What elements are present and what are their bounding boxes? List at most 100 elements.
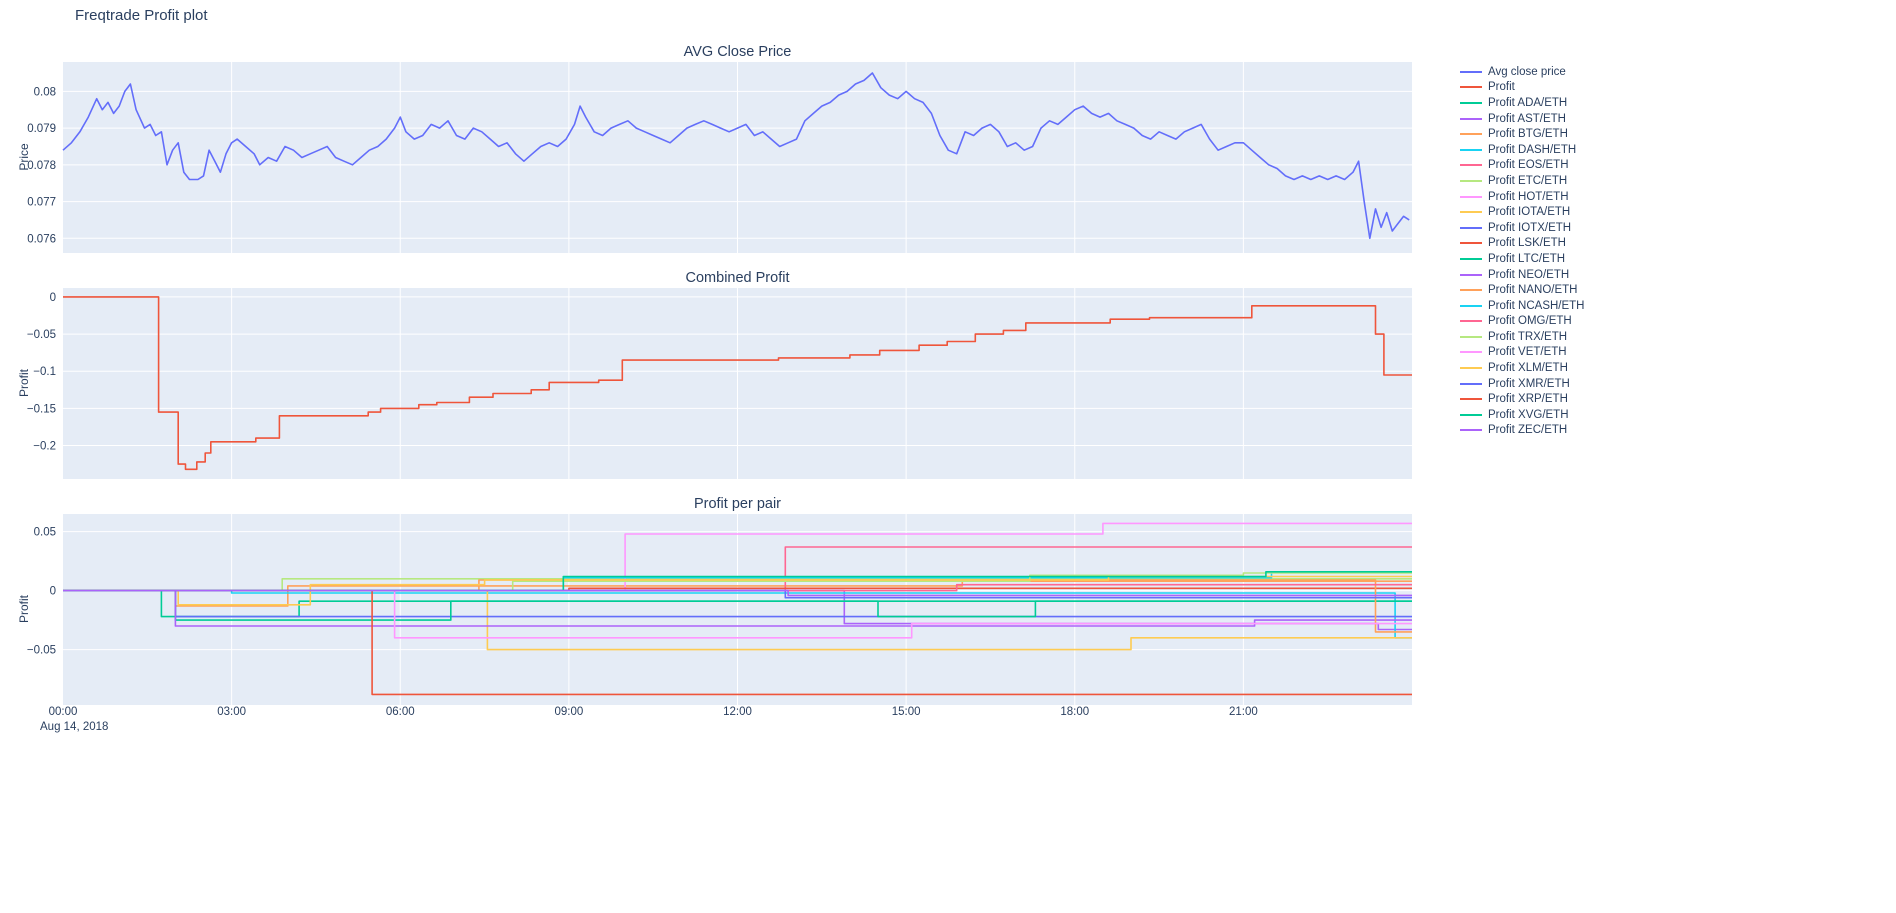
- legend-item[interactable]: Profit NANO/ETH: [1460, 282, 1585, 298]
- figure-title: Freqtrade Profit plot: [75, 7, 208, 24]
- legend-item[interactable]: Profit OMG/ETH: [1460, 314, 1585, 330]
- legend-swatch: [1460, 382, 1482, 385]
- legend-label: Profit NANO/ETH: [1488, 284, 1578, 297]
- legend-item[interactable]: Profit VET/ETH: [1460, 345, 1585, 361]
- legend-swatch: [1460, 289, 1482, 292]
- legend-item[interactable]: Profit XRP/ETH: [1460, 391, 1585, 407]
- legend-label: Profit ZEC/ETH: [1488, 424, 1568, 437]
- legend-label: Avg close price: [1488, 65, 1566, 78]
- profit-per-pair-chart[interactable]: 0.05 0 −0.05: [0, 514, 1460, 705]
- svg-text:0.079: 0.079: [27, 123, 56, 135]
- legend-item[interactable]: Avg close price: [1460, 64, 1585, 80]
- legend-label: Profit: [1488, 81, 1515, 94]
- svg-text:0: 0: [50, 292, 56, 304]
- legend-swatch: [1460, 226, 1482, 229]
- legend-item[interactable]: Profit TRX/ETH: [1460, 329, 1585, 345]
- svg-text:−0.15: −0.15: [27, 403, 56, 415]
- legend-swatch: [1460, 117, 1482, 120]
- y-axis-label-profit-combined: Profit: [17, 369, 31, 398]
- svg-text:−0.2: −0.2: [33, 441, 56, 453]
- x-axis-date-label: Aug 14, 2018: [40, 721, 109, 733]
- subplot-title-profit-per-pair: Profit per pair: [693, 496, 782, 512]
- svg-text:−0.1: −0.1: [33, 366, 56, 378]
- legend-item[interactable]: Profit HOT/ETH: [1460, 189, 1585, 205]
- subplot-title-combined-profit: Combined Profit: [685, 270, 790, 286]
- legend-label: Profit IOTA/ETH: [1488, 206, 1571, 219]
- x-tick-label: 21:00: [1228, 706, 1258, 718]
- x-tick-label: 06:00: [385, 706, 415, 718]
- legend-item[interactable]: Profit EOS/ETH: [1460, 158, 1585, 174]
- legend-swatch: [1460, 273, 1482, 276]
- legend-swatch: [1460, 351, 1482, 354]
- legend-item[interactable]: Profit LSK/ETH: [1460, 236, 1585, 252]
- combined-profit-chart[interactable]: 0 −0.05 −0.1 −0.15 −0.2: [0, 288, 1460, 479]
- legend-item[interactable]: Profit NEO/ETH: [1460, 267, 1585, 283]
- legend: Avg close price Profit Profit ADA/ETH Profi…: [1460, 64, 1585, 438]
- legend-item[interactable]: Profit NCASH/ETH: [1460, 298, 1585, 314]
- legend-swatch: [1460, 133, 1482, 136]
- x-axis-labels: 00:00 03:00 06:00 09:00 12:00 15:00 18:00 21:00: [0, 706, 1460, 720]
- legend-item[interactable]: Profit BTG/ETH: [1460, 126, 1585, 142]
- avg-close-price-chart[interactable]: 0.076 0.077 0.078 0.079 0.08: [0, 62, 1460, 253]
- legend-swatch: [1460, 195, 1482, 198]
- x-tick-label: 00:00: [48, 706, 78, 718]
- legend-label: Profit TRX/ETH: [1488, 330, 1568, 343]
- svg-text:−0.05: −0.05: [27, 329, 56, 341]
- subplot-title-avg-close-price: AVG Close Price: [683, 44, 792, 60]
- legend-swatch: [1460, 70, 1482, 73]
- legend-label: Profit OMG/ETH: [1488, 315, 1572, 328]
- legend-item[interactable]: Profit ADA/ETH: [1460, 95, 1585, 111]
- legend-label: Profit XVG/ETH: [1488, 408, 1569, 421]
- legend-label: Profit NCASH/ETH: [1488, 299, 1585, 312]
- legend-item[interactable]: Profit IOTA/ETH: [1460, 204, 1585, 220]
- y-axis-label-price: Price: [17, 143, 31, 171]
- legend-item[interactable]: Profit ETC/ETH: [1460, 173, 1585, 189]
- legend-swatch: [1460, 320, 1482, 323]
- legend-swatch: [1460, 257, 1482, 260]
- legend-swatch: [1460, 242, 1482, 245]
- legend-swatch: [1460, 413, 1482, 416]
- legend-item[interactable]: Profit DASH/ETH: [1460, 142, 1585, 158]
- legend-swatch: [1460, 367, 1482, 370]
- legend-label: Profit NEO/ETH: [1488, 268, 1570, 281]
- legend-label: Profit HOT/ETH: [1488, 190, 1569, 203]
- svg-text:0.05: 0.05: [34, 527, 56, 539]
- legend-swatch: [1460, 179, 1482, 182]
- legend-item[interactable]: Profit: [1460, 80, 1585, 96]
- svg-text:0.077: 0.077: [27, 197, 56, 209]
- x-tick-label: 15:00: [891, 706, 921, 718]
- legend-item[interactable]: Profit XMR/ETH: [1460, 376, 1585, 392]
- legend-label: Profit IOTX/ETH: [1488, 221, 1572, 234]
- legend-item[interactable]: Profit XVG/ETH: [1460, 407, 1585, 423]
- legend-item[interactable]: Profit ZEC/ETH: [1460, 423, 1585, 439]
- legend-label: Profit LSK/ETH: [1488, 237, 1566, 250]
- legend-label: Profit BTG/ETH: [1488, 128, 1568, 141]
- svg-text:0.076: 0.076: [27, 233, 56, 245]
- legend-label: Profit XLM/ETH: [1488, 362, 1568, 375]
- x-tick-label: 12:00: [723, 706, 752, 718]
- svg-text:0: 0: [50, 586, 56, 598]
- legend-label: Profit LTC/ETH: [1488, 252, 1566, 265]
- legend-label: Profit XMR/ETH: [1488, 377, 1570, 390]
- legend-swatch: [1460, 398, 1482, 401]
- legend-item[interactable]: Profit IOTX/ETH: [1460, 220, 1585, 236]
- legend-item[interactable]: Profit AST/ETH: [1460, 111, 1585, 127]
- legend-label: Profit EOS/ETH: [1488, 159, 1569, 172]
- legend-label: Profit ETC/ETH: [1488, 174, 1568, 187]
- legend-swatch: [1460, 429, 1482, 432]
- legend-label: Profit ADA/ETH: [1488, 96, 1568, 109]
- legend-swatch: [1460, 164, 1482, 167]
- x-tick-label: 03:00: [217, 706, 247, 718]
- legend-label: Profit AST/ETH: [1488, 112, 1566, 125]
- x-tick-label: 09:00: [554, 706, 584, 718]
- legend-label: Profit XRP/ETH: [1488, 393, 1568, 406]
- svg-text:0.08: 0.08: [34, 86, 56, 98]
- legend-label: Profit VET/ETH: [1488, 346, 1567, 359]
- legend-swatch: [1460, 335, 1482, 338]
- svg-text:0.078: 0.078: [27, 160, 56, 172]
- svg-text:−0.05: −0.05: [27, 645, 56, 657]
- y-axis-label-profit-per-pair: Profit: [17, 595, 31, 624]
- legend-item[interactable]: Profit XLM/ETH: [1460, 360, 1585, 376]
- legend-item[interactable]: Profit LTC/ETH: [1460, 251, 1585, 267]
